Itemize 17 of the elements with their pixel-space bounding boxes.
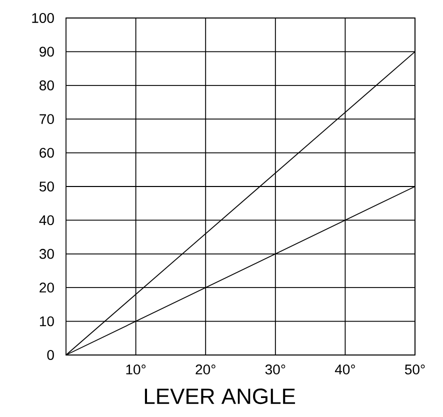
x-tick-label: 30° [265, 364, 286, 374]
y-tick-label: 10 [40, 316, 54, 326]
y-tick-label: 70 [40, 114, 54, 124]
x-tick-label: 40° [334, 364, 355, 374]
y-tick-label: 100 [32, 13, 54, 23]
x-tick-label: 20° [196, 364, 216, 374]
y-tick-label: 40 [39, 215, 54, 226]
y-tick-label: 50 [39, 182, 54, 192]
y-tick-label: 0 [47, 350, 54, 360]
x-axis-title: LEVER ANGLE [144, 388, 296, 404]
y-tick-label: 60 [40, 148, 54, 158]
x-tick-label: 50° [404, 364, 425, 374]
x-tick-label: 10° [126, 364, 146, 374]
y-tick-label: 30 [39, 248, 54, 259]
y-tick-label: 90 [40, 46, 54, 57]
y-tick-label: 20 [40, 282, 54, 293]
y-tick-label: 80 [40, 80, 54, 90]
